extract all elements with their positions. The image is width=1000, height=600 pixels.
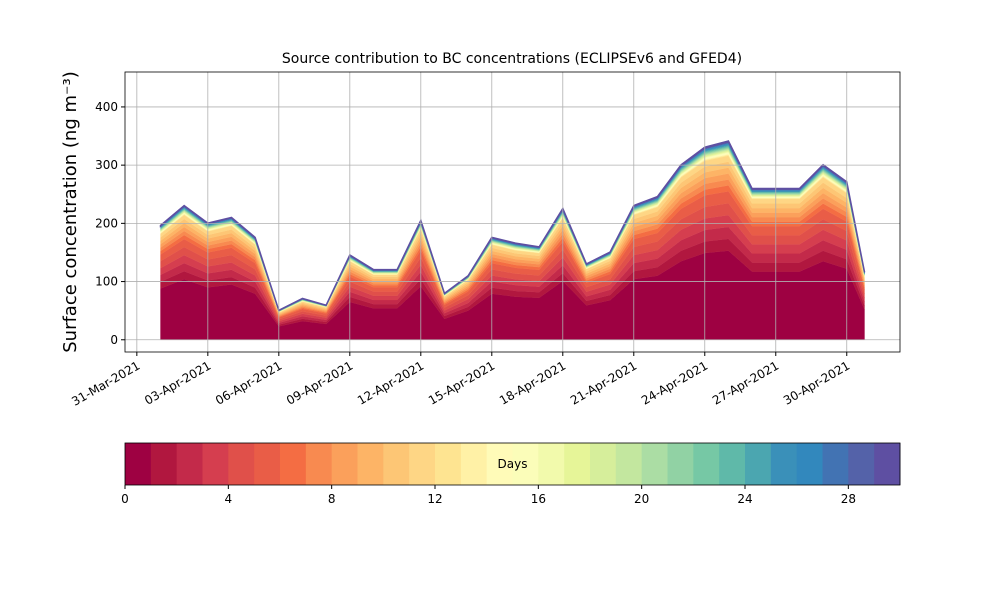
colorbar-segment (822, 443, 849, 485)
colorbar-segment (770, 443, 798, 485)
colorbar-segment (615, 443, 643, 485)
colorbar-segment (874, 443, 901, 485)
colorbar-segment (305, 443, 333, 485)
y-axis-label: Surface concentration (ng m⁻³) (60, 71, 81, 353)
x-tick-label: 06-Apr-2021 (213, 358, 284, 407)
colorbar-tick-label: 28 (841, 492, 856, 506)
colorbar-tick-label: 20 (634, 492, 649, 506)
colorbar-tick-label: 16 (531, 492, 546, 506)
colorbar-segment (719, 443, 746, 485)
colorbar-segment (564, 443, 591, 485)
y-tick-label: 100 (95, 275, 118, 289)
colorbar-segment (460, 443, 488, 485)
colorbar-segment (486, 443, 513, 485)
colorbar-segment (693, 443, 720, 485)
colorbar-segment (667, 443, 694, 485)
colorbar-tick-label: 4 (225, 492, 233, 506)
colorbar-tick-label: 0 (121, 492, 129, 506)
x-tick-label: 09-Apr-2021 (284, 358, 355, 407)
colorbar-segment (357, 443, 384, 485)
colorbar-segment (176, 443, 203, 485)
colorbar-tick-label: 8 (328, 492, 336, 506)
y-tick-label: 300 (95, 158, 118, 172)
colorbar-segment (125, 443, 152, 485)
area-layer (159, 140, 866, 312)
plot-frame (124, 71, 901, 353)
colorbar-segment (745, 443, 772, 485)
x-tick-label: 12-Apr-2021 (355, 358, 426, 407)
colorbar-segment (150, 443, 178, 485)
x-tick-label: 30-Apr-2021 (781, 358, 852, 407)
colorbar-segment (848, 443, 875, 485)
chart-title: Source contribution to BC concentrations… (282, 51, 742, 67)
colorbar-tick-label: 12 (427, 492, 442, 506)
colorbar-segment (409, 443, 436, 485)
x-tick-label: 24-Apr-2021 (639, 358, 710, 407)
colorbar-segment (538, 443, 565, 485)
colorbar-tick-label: 24 (737, 492, 752, 506)
colorbar-segment (641, 443, 668, 485)
colorbar-segment (435, 443, 462, 485)
colorbar-segment (331, 443, 358, 485)
y-tick-label: 400 (95, 100, 118, 114)
colorbar-label: Days (498, 457, 528, 471)
colorbar-segment (383, 443, 410, 485)
x-tick-label: 21-Apr-2021 (568, 358, 639, 407)
colorbar-segment (796, 443, 823, 485)
x-tick-label: 15-Apr-2021 (426, 358, 497, 407)
x-tick-label: 18-Apr-2021 (497, 358, 568, 407)
y-tick-label: 200 (95, 216, 118, 230)
colorbar-segment (512, 443, 539, 485)
y-tick-label: 0 (110, 333, 118, 347)
colorbar-segment (228, 443, 255, 485)
colorbar-segment (590, 443, 617, 485)
x-tick-label: 31-Mar-2021 (69, 358, 142, 408)
colorbar-segment (202, 443, 229, 485)
colorbar-segment (254, 443, 281, 485)
x-tick-label: 03-Apr-2021 (142, 358, 213, 407)
x-tick-label: 27-Apr-2021 (710, 358, 781, 407)
colorbar-frame (124, 442, 901, 486)
colorbar-segment (280, 443, 307, 485)
